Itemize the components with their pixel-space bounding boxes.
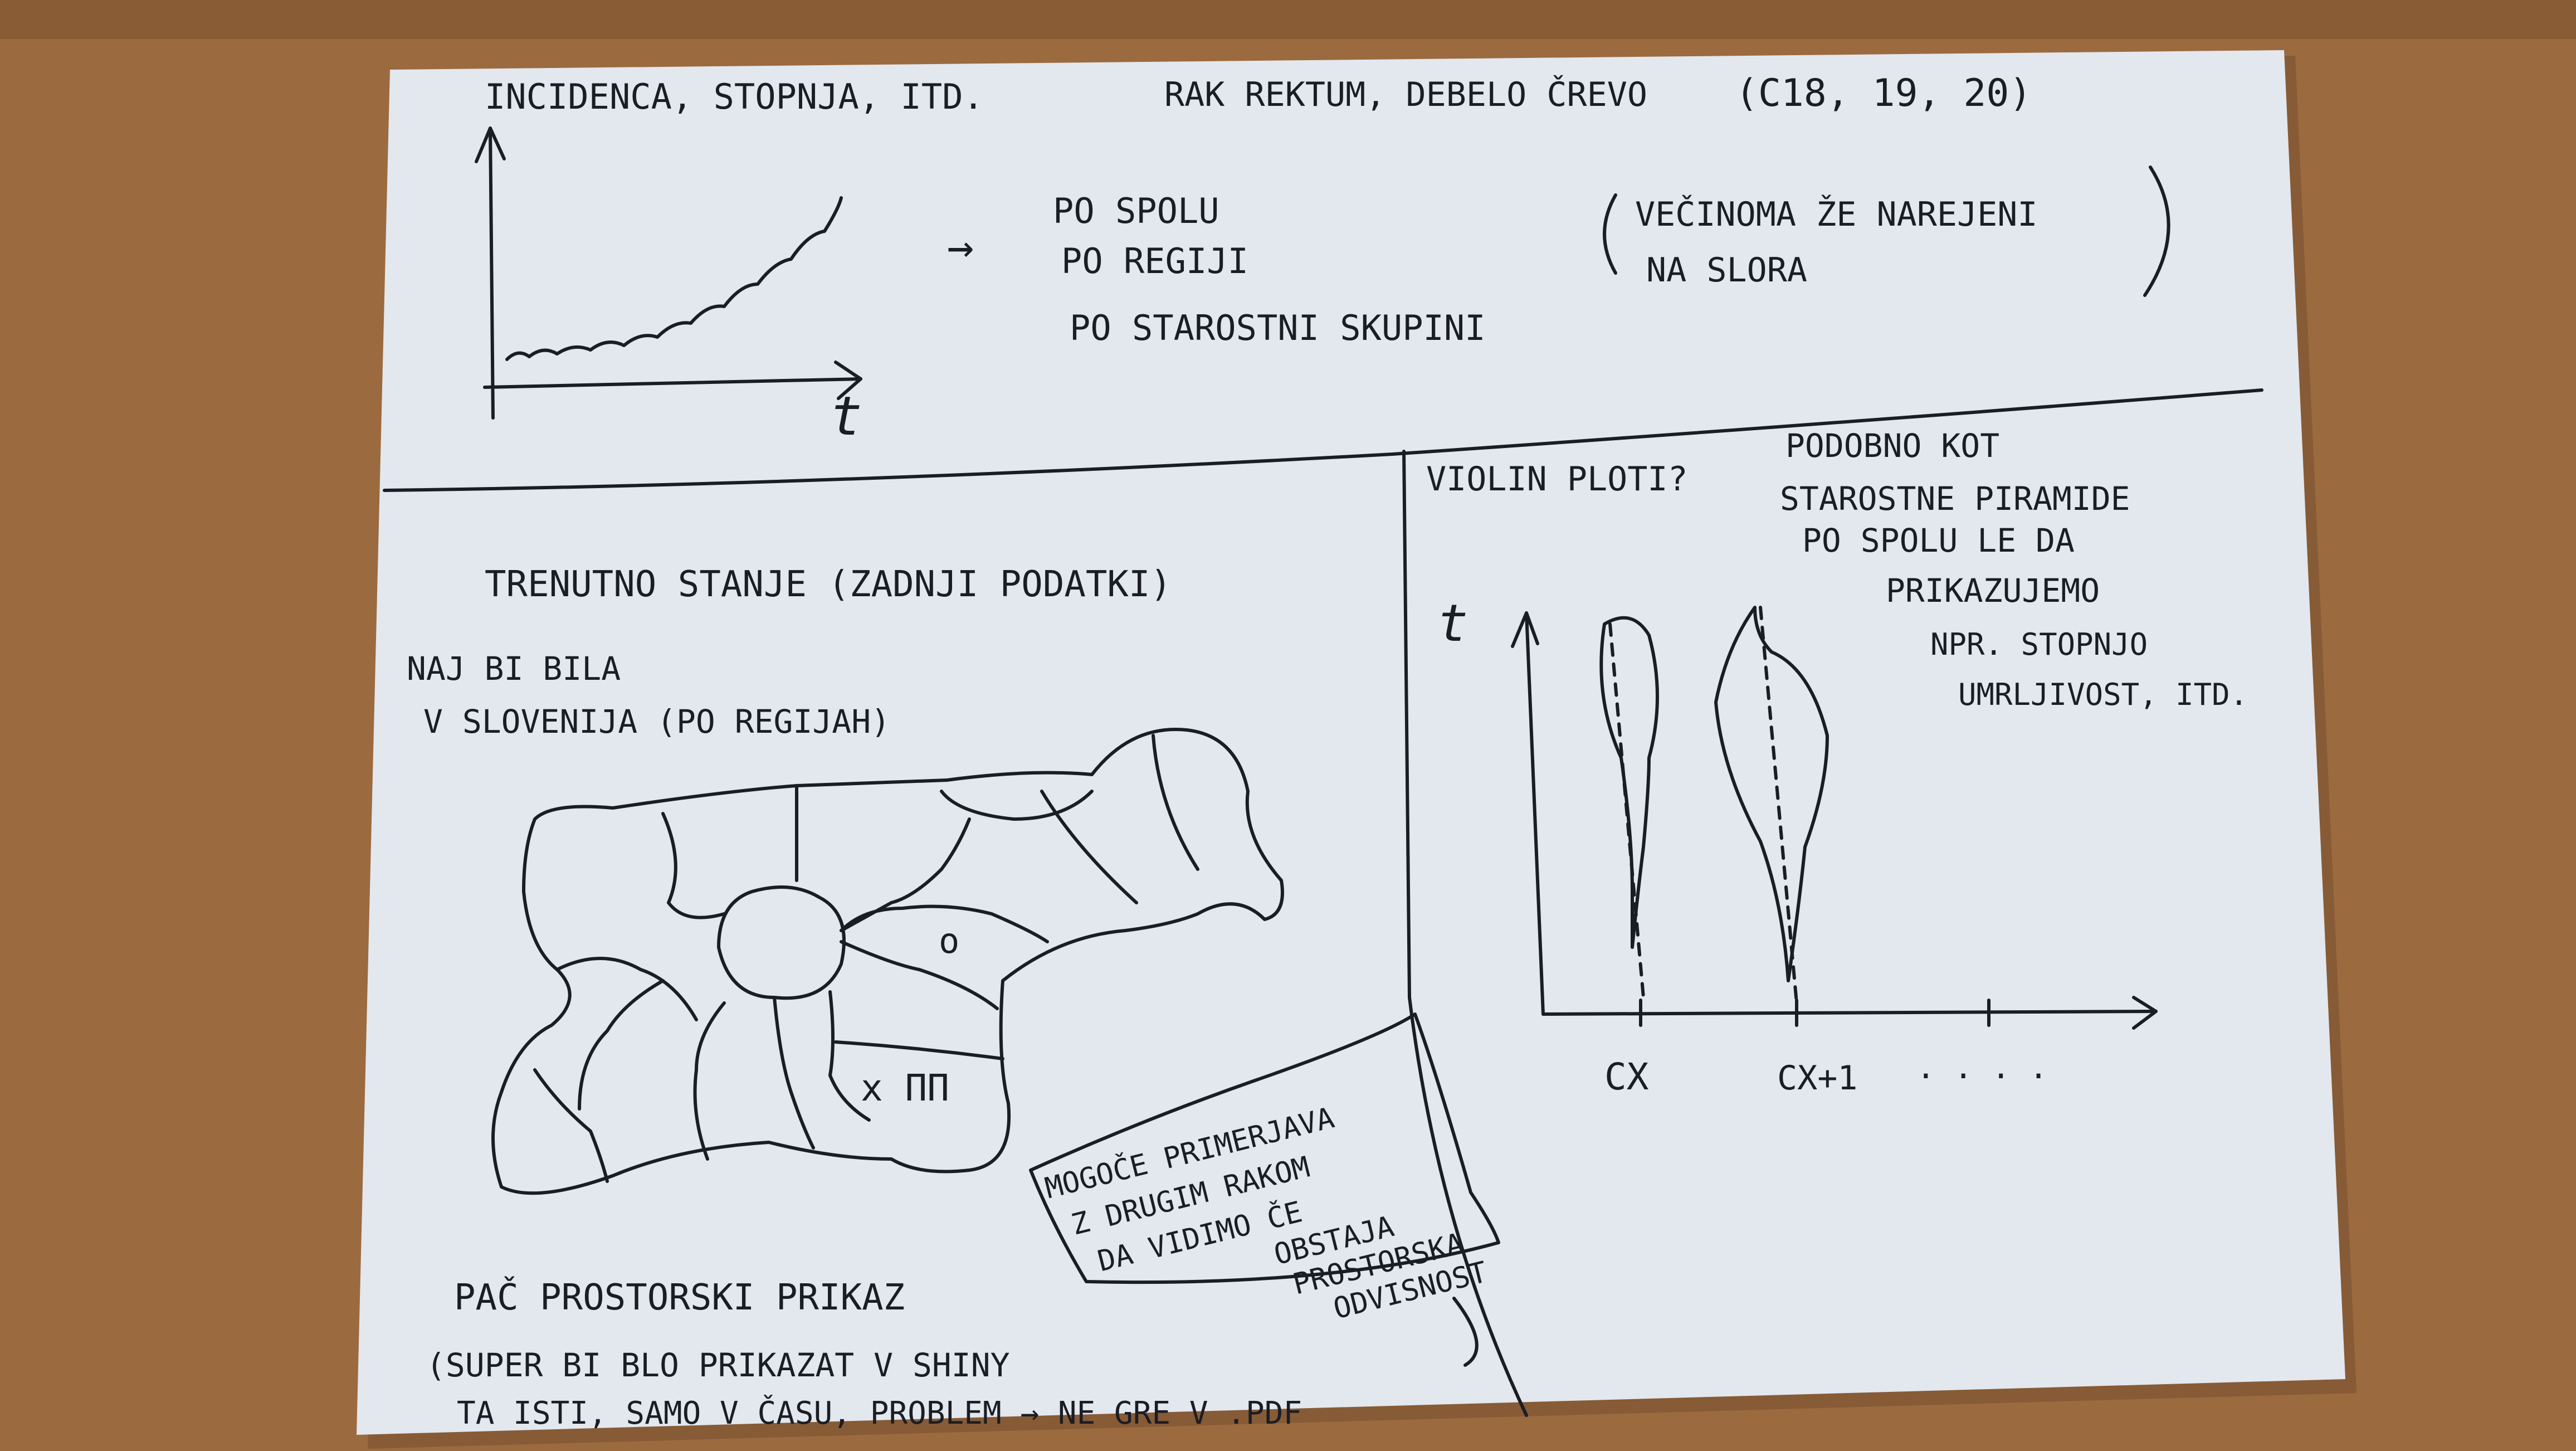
- map-region-border: [1040, 790, 1138, 904]
- line-chart-trend: [505, 196, 843, 361]
- map-region-border: [828, 990, 871, 1122]
- slovenia-map: [491, 728, 1284, 1195]
- map-region-border: [693, 1001, 726, 1161]
- violin-note-3: PO SPOLU LE DA: [1802, 522, 2075, 559]
- map-region-border: [773, 996, 815, 1150]
- map-caption: PAČ PROSTORSKI PRIKAZ: [454, 1276, 905, 1318]
- map-region-border: [555, 957, 698, 1021]
- line-chart-x-arrow: [834, 361, 862, 400]
- footer-line-2: TA ISTI, SAMO V ČASU, PROBLEM → NE GRE V…: [457, 1395, 1302, 1431]
- violin-t-label: t: [1437, 593, 1468, 653]
- topic-title: RAK REKTUM, DEBELO ČREVO: [1164, 75, 1647, 114]
- violin-x-label-2: CX+1: [1777, 1059, 1858, 1098]
- violin-x-arrow: [2132, 996, 2158, 1030]
- note-line-1: VEČINOMA ŽE NAREJENI: [1635, 194, 2037, 234]
- footer-line-1: (SUPER BI BLO PRIKAZAT V SHINY: [426, 1346, 1010, 1384]
- map-region-border: [940, 790, 1094, 821]
- violin-title: VIOLIN PLOTI?: [1426, 460, 1688, 499]
- violin-median-2: [1759, 606, 1798, 1005]
- note-bracket-left: [1603, 193, 1617, 275]
- violin-y-arrow: [1511, 611, 1539, 648]
- map-region-border: [840, 904, 1049, 943]
- violin-x-label-more: . . . .: [1916, 1050, 2048, 1086]
- line-chart-y-axis: [489, 126, 495, 420]
- violin-note-6: UMRLJIVOST, ITD.: [1958, 677, 2248, 712]
- map-region-border: [661, 812, 726, 919]
- violin-x-axis: [1541, 1010, 2158, 1016]
- note-bracket-right: [2143, 165, 2170, 297]
- note-line-2: NA SLORA: [1646, 251, 1807, 290]
- violin-note-5: NPR. STOPNJO: [1930, 627, 2148, 662]
- map-region-border: [834, 1040, 1004, 1060]
- chart-t-label: t: [830, 385, 862, 447]
- breakdown-item-age: PO STAROSTNI SKUPINI: [1070, 308, 1486, 348]
- violin-median-1: [1608, 622, 1645, 999]
- map-region-border: [840, 940, 999, 1010]
- chart-title: INCIDENCA, STOPNJA, ITD.: [485, 76, 984, 117]
- divider-horizontal: [383, 388, 2263, 492]
- region-mark-o: o: [939, 921, 959, 961]
- map-region-border: [717, 885, 846, 1000]
- breakdown-item-sex: PO SPOLU: [1053, 191, 1219, 231]
- divider-vertical: [1402, 450, 1528, 1417]
- breakdown-item-region: PO REGIJI: [1061, 241, 1248, 281]
- violin-y-axis: [1525, 611, 1545, 1016]
- map-note-line-2: V SLOVENIJA (PO REGIJAH): [423, 703, 890, 741]
- violin-shape-1: [1599, 616, 1659, 949]
- wall-strip: [0, 0, 2576, 39]
- violin-x-label-1: CX: [1604, 1055, 1649, 1098]
- line-chart-y-arrow: [475, 126, 506, 163]
- violin-note-2: STAROSTNE PIRAMIDE: [1780, 480, 2130, 518]
- paper-sheet: [357, 50, 2345, 1435]
- map-region-border: [533, 1068, 609, 1183]
- map-outline: [491, 728, 1284, 1195]
- arrow-glyph: →: [947, 221, 974, 272]
- map-note-line-1: NAJ BI BILA: [407, 650, 621, 688]
- annotation-box: [1029, 1012, 1500, 1284]
- map-region-border: [578, 979, 665, 1111]
- line-chart-x-axis: [483, 377, 862, 389]
- topic-codes: (C18, 19, 20): [1735, 71, 2032, 115]
- footer-bracket-right: [1452, 1297, 1479, 1367]
- map-region-border: [840, 817, 971, 932]
- violin-note-4: PRIKAZUJEMO: [1886, 572, 2100, 610]
- violin-note-1: PODOBNO KOT: [1785, 427, 1999, 465]
- map-region-border: [1152, 734, 1199, 871]
- region-mark-x: x ΠΠ: [861, 1067, 949, 1109]
- map-section-title: TRENUTNO STANJE (ZADNJI PODATKI): [485, 564, 1172, 605]
